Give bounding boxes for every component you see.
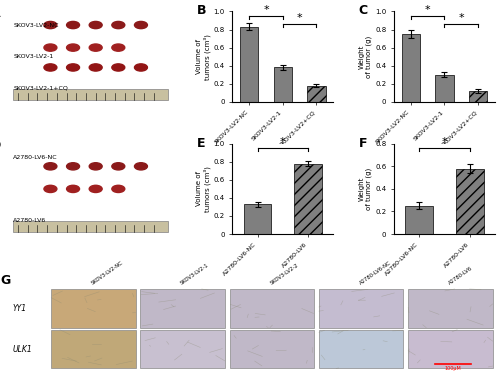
Text: *: * [442,137,448,147]
Circle shape [66,21,80,29]
Text: C: C [358,4,368,17]
FancyBboxPatch shape [51,289,136,328]
Circle shape [112,44,125,51]
Text: 100μM: 100μM [444,366,461,371]
Text: D: D [0,139,1,152]
Circle shape [89,185,102,193]
Bar [456,169,483,234]
Circle shape [66,44,80,51]
Circle shape [89,44,102,51]
Bar [402,34,420,102]
Bar [406,206,433,234]
Circle shape [89,64,102,71]
FancyBboxPatch shape [13,89,168,100]
Circle shape [134,163,147,170]
Text: F: F [358,136,367,149]
FancyBboxPatch shape [140,330,225,368]
Text: YY1: YY1 [12,304,26,313]
Circle shape [112,64,125,71]
Circle shape [66,185,80,193]
Circle shape [112,21,125,29]
Text: ULK1: ULK1 [12,345,32,354]
Text: SKOV3-LV2-2: SKOV3-LV2-2 [269,263,300,286]
Circle shape [44,163,57,170]
FancyBboxPatch shape [408,289,492,328]
Text: SKOV3-LV2-1: SKOV3-LV2-1 [13,54,54,59]
Text: SKOV3-LV2-NC: SKOV3-LV2-NC [13,23,59,28]
Circle shape [44,185,57,193]
Bar [244,204,272,234]
Circle shape [44,21,57,29]
FancyBboxPatch shape [140,289,225,328]
Text: B: B [197,4,206,17]
Bar [240,27,258,102]
Circle shape [89,163,102,170]
Circle shape [44,64,57,71]
Bar [294,164,322,234]
Circle shape [89,21,102,29]
Text: SKOV3-LV2-1+CQ: SKOV3-LV2-1+CQ [13,86,68,91]
Bar [469,91,488,102]
Text: *: * [297,13,302,23]
Bar [435,75,454,102]
Y-axis label: Weight
of tumor (g): Weight of tumor (g) [359,168,372,210]
FancyBboxPatch shape [319,289,404,328]
FancyBboxPatch shape [408,330,492,368]
Circle shape [44,44,57,51]
Circle shape [134,64,147,71]
FancyBboxPatch shape [230,330,314,368]
Text: A2780-LV6-NC: A2780-LV6-NC [358,260,392,286]
Circle shape [112,185,125,193]
Circle shape [112,163,125,170]
Y-axis label: Volume of
tumors (cm³): Volume of tumors (cm³) [196,166,210,212]
Text: A2780-LV6: A2780-LV6 [448,266,473,286]
Text: SKOV3-LV2-1: SKOV3-LV2-1 [180,263,210,286]
FancyBboxPatch shape [51,330,136,368]
Circle shape [66,163,80,170]
FancyBboxPatch shape [319,330,404,368]
Text: G: G [0,274,10,287]
Bar [307,85,326,102]
Circle shape [134,21,147,29]
Text: A2780-LV6-NC: A2780-LV6-NC [13,155,58,160]
Text: *: * [263,5,269,15]
Text: A2780-LV6: A2780-LV6 [13,218,46,223]
Text: *: * [425,5,430,15]
Text: *: * [280,137,285,147]
Text: *: * [458,13,464,23]
Text: E: E [197,136,205,149]
FancyBboxPatch shape [230,289,314,328]
Y-axis label: Weight
of tumor (g): Weight of tumor (g) [359,36,372,78]
Text: SKOV3-LV2-NC: SKOV3-LV2-NC [90,260,124,286]
Circle shape [66,64,80,71]
FancyBboxPatch shape [13,221,168,232]
Y-axis label: Volume of
tumors (cm³): Volume of tumors (cm³) [196,34,210,80]
Bar [274,67,292,102]
